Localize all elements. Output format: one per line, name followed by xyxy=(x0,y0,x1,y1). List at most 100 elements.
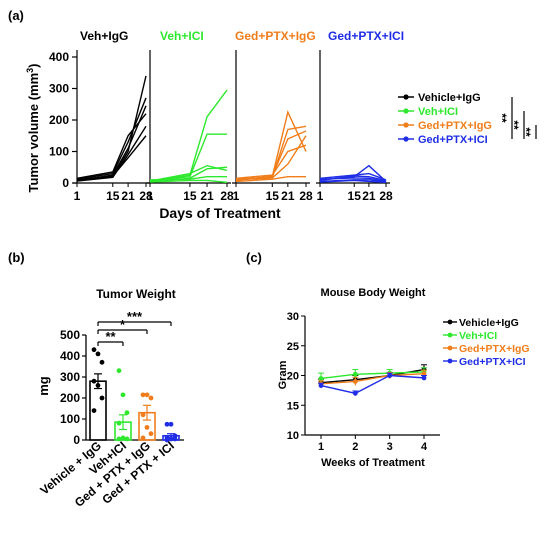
panel-a-xlabel: Days of Treatment xyxy=(159,205,281,221)
a-mouse-line xyxy=(76,75,147,181)
b-data-point xyxy=(116,436,122,442)
a-xtick-label: 15 xyxy=(348,189,362,203)
panel-b-ylabel: mg xyxy=(36,376,51,396)
a-sig-label: ** xyxy=(507,120,521,130)
panel-c-label: (c) xyxy=(246,250,262,265)
c-data-point xyxy=(421,375,427,381)
a-legend-label: Ged+PTX+IgG xyxy=(418,120,492,132)
b-data-point xyxy=(91,347,97,353)
b-data-point xyxy=(168,421,174,427)
a-xtick-label: 1 xyxy=(74,189,81,203)
a-ytick-label: 200 xyxy=(49,113,69,127)
b-data-point xyxy=(140,412,146,418)
c-ytick-label: 30 xyxy=(287,311,299,323)
a-mouse-line xyxy=(319,177,387,183)
a-ytick-label: 100 xyxy=(49,145,69,159)
a-legend-label: Veh+ICI xyxy=(418,106,458,118)
a-group-title: Veh+IgG xyxy=(80,29,128,43)
a-xtick-label: 28 xyxy=(139,189,153,203)
b-sig-label: *** xyxy=(127,309,143,324)
a-ytick-label: 400 xyxy=(49,50,69,64)
b-data-point xyxy=(116,368,122,374)
a-mouse-line xyxy=(76,97,147,180)
a-legend-marker xyxy=(403,94,409,100)
a-mouse-line xyxy=(149,179,228,184)
a-group-title: Ged+PTX+ICI xyxy=(328,29,404,43)
b-data-point xyxy=(95,383,101,388)
b-data-point xyxy=(124,436,130,442)
c-series-line xyxy=(320,374,425,395)
c-data-point xyxy=(352,379,358,384)
b-data-point xyxy=(172,436,178,442)
a-legend-marker xyxy=(403,136,409,142)
a-group-title: Veh+ICI xyxy=(160,29,204,43)
c-legend-marker xyxy=(447,358,453,364)
c-data-point xyxy=(421,371,427,377)
b-data-point xyxy=(164,421,170,427)
a-xtick-label: 1 xyxy=(233,189,240,203)
b-data-point xyxy=(144,392,150,398)
b-data-point xyxy=(120,435,126,441)
b-data-point xyxy=(148,431,154,437)
a-xtick-label: 15 xyxy=(106,189,120,203)
a-mouse-line xyxy=(149,133,227,182)
a-legend-marker xyxy=(403,122,409,128)
a-xtick-label: 1 xyxy=(317,189,324,203)
c-ytick-label: 25 xyxy=(287,341,299,353)
b-ytick-label: 100 xyxy=(60,412,80,426)
a-mouse-line xyxy=(235,130,307,182)
a-xtick-label: 15 xyxy=(266,189,280,203)
a-legend-label: Ged+PTX+ICI xyxy=(418,134,488,146)
a-xtick-label: 1 xyxy=(147,189,154,203)
a-xtick-label: 21 xyxy=(362,189,376,203)
a-xtick-label: 15 xyxy=(183,189,197,203)
a-sig-label: ** xyxy=(495,113,509,123)
b-data-point xyxy=(140,392,146,398)
a-xtick-label: 28 xyxy=(299,189,313,203)
a-group-title: Ged+PTX+IgG xyxy=(235,29,316,43)
b-sig-label: ** xyxy=(105,329,116,344)
c-legend-label: Ged+PTX+IgG xyxy=(459,343,530,355)
b-ytick-label: 400 xyxy=(60,349,80,363)
panel-a-label: (a) xyxy=(8,8,24,23)
a-mouse-line xyxy=(235,175,306,183)
a-sig-label: ** xyxy=(519,127,533,137)
b-ytick-label: 200 xyxy=(60,391,80,405)
a-mouse-line xyxy=(235,144,307,179)
c-data-point xyxy=(352,371,358,377)
a-xtick-label: 28 xyxy=(379,189,393,203)
c-legend-label: Ged+PTX+ICI xyxy=(459,356,526,368)
b-data-point xyxy=(99,395,105,401)
b-data-point xyxy=(144,425,150,430)
c-legend-label: Vehicle+IgG xyxy=(459,317,519,329)
b-ytick-label: 300 xyxy=(60,370,80,384)
panel-b-label: (b) xyxy=(8,250,25,265)
c-data-point xyxy=(318,383,324,389)
c-data-point xyxy=(352,390,358,396)
a-mouse-line xyxy=(149,175,227,181)
a-mouse-line xyxy=(235,135,307,181)
b-data-point xyxy=(164,437,170,443)
b-data-point xyxy=(140,435,146,441)
panel-a-ylabel-main: Tumor volume (mm xyxy=(26,73,41,193)
c-data-point xyxy=(387,373,393,378)
b-data-point xyxy=(91,408,97,413)
a-mouse-line xyxy=(76,135,147,181)
panel-a-ylabel-sup: 3 xyxy=(25,68,35,73)
a-ytick-label: 0 xyxy=(62,176,69,190)
a-xtick-label: 21 xyxy=(121,189,135,203)
b-data-point xyxy=(95,351,101,357)
b-ytick-label: 500 xyxy=(60,328,80,342)
a-legend-label: Vehicle+IgG xyxy=(418,92,481,104)
c-xtick-label: 1 xyxy=(318,441,324,453)
panel-c-title: Mouse Body Weight xyxy=(321,287,426,299)
c-ytick-label: 10 xyxy=(287,430,299,442)
b-data-point xyxy=(116,420,122,426)
a-mouse-line xyxy=(76,113,147,179)
b-data-point xyxy=(124,410,130,416)
c-legend-marker xyxy=(447,332,453,338)
